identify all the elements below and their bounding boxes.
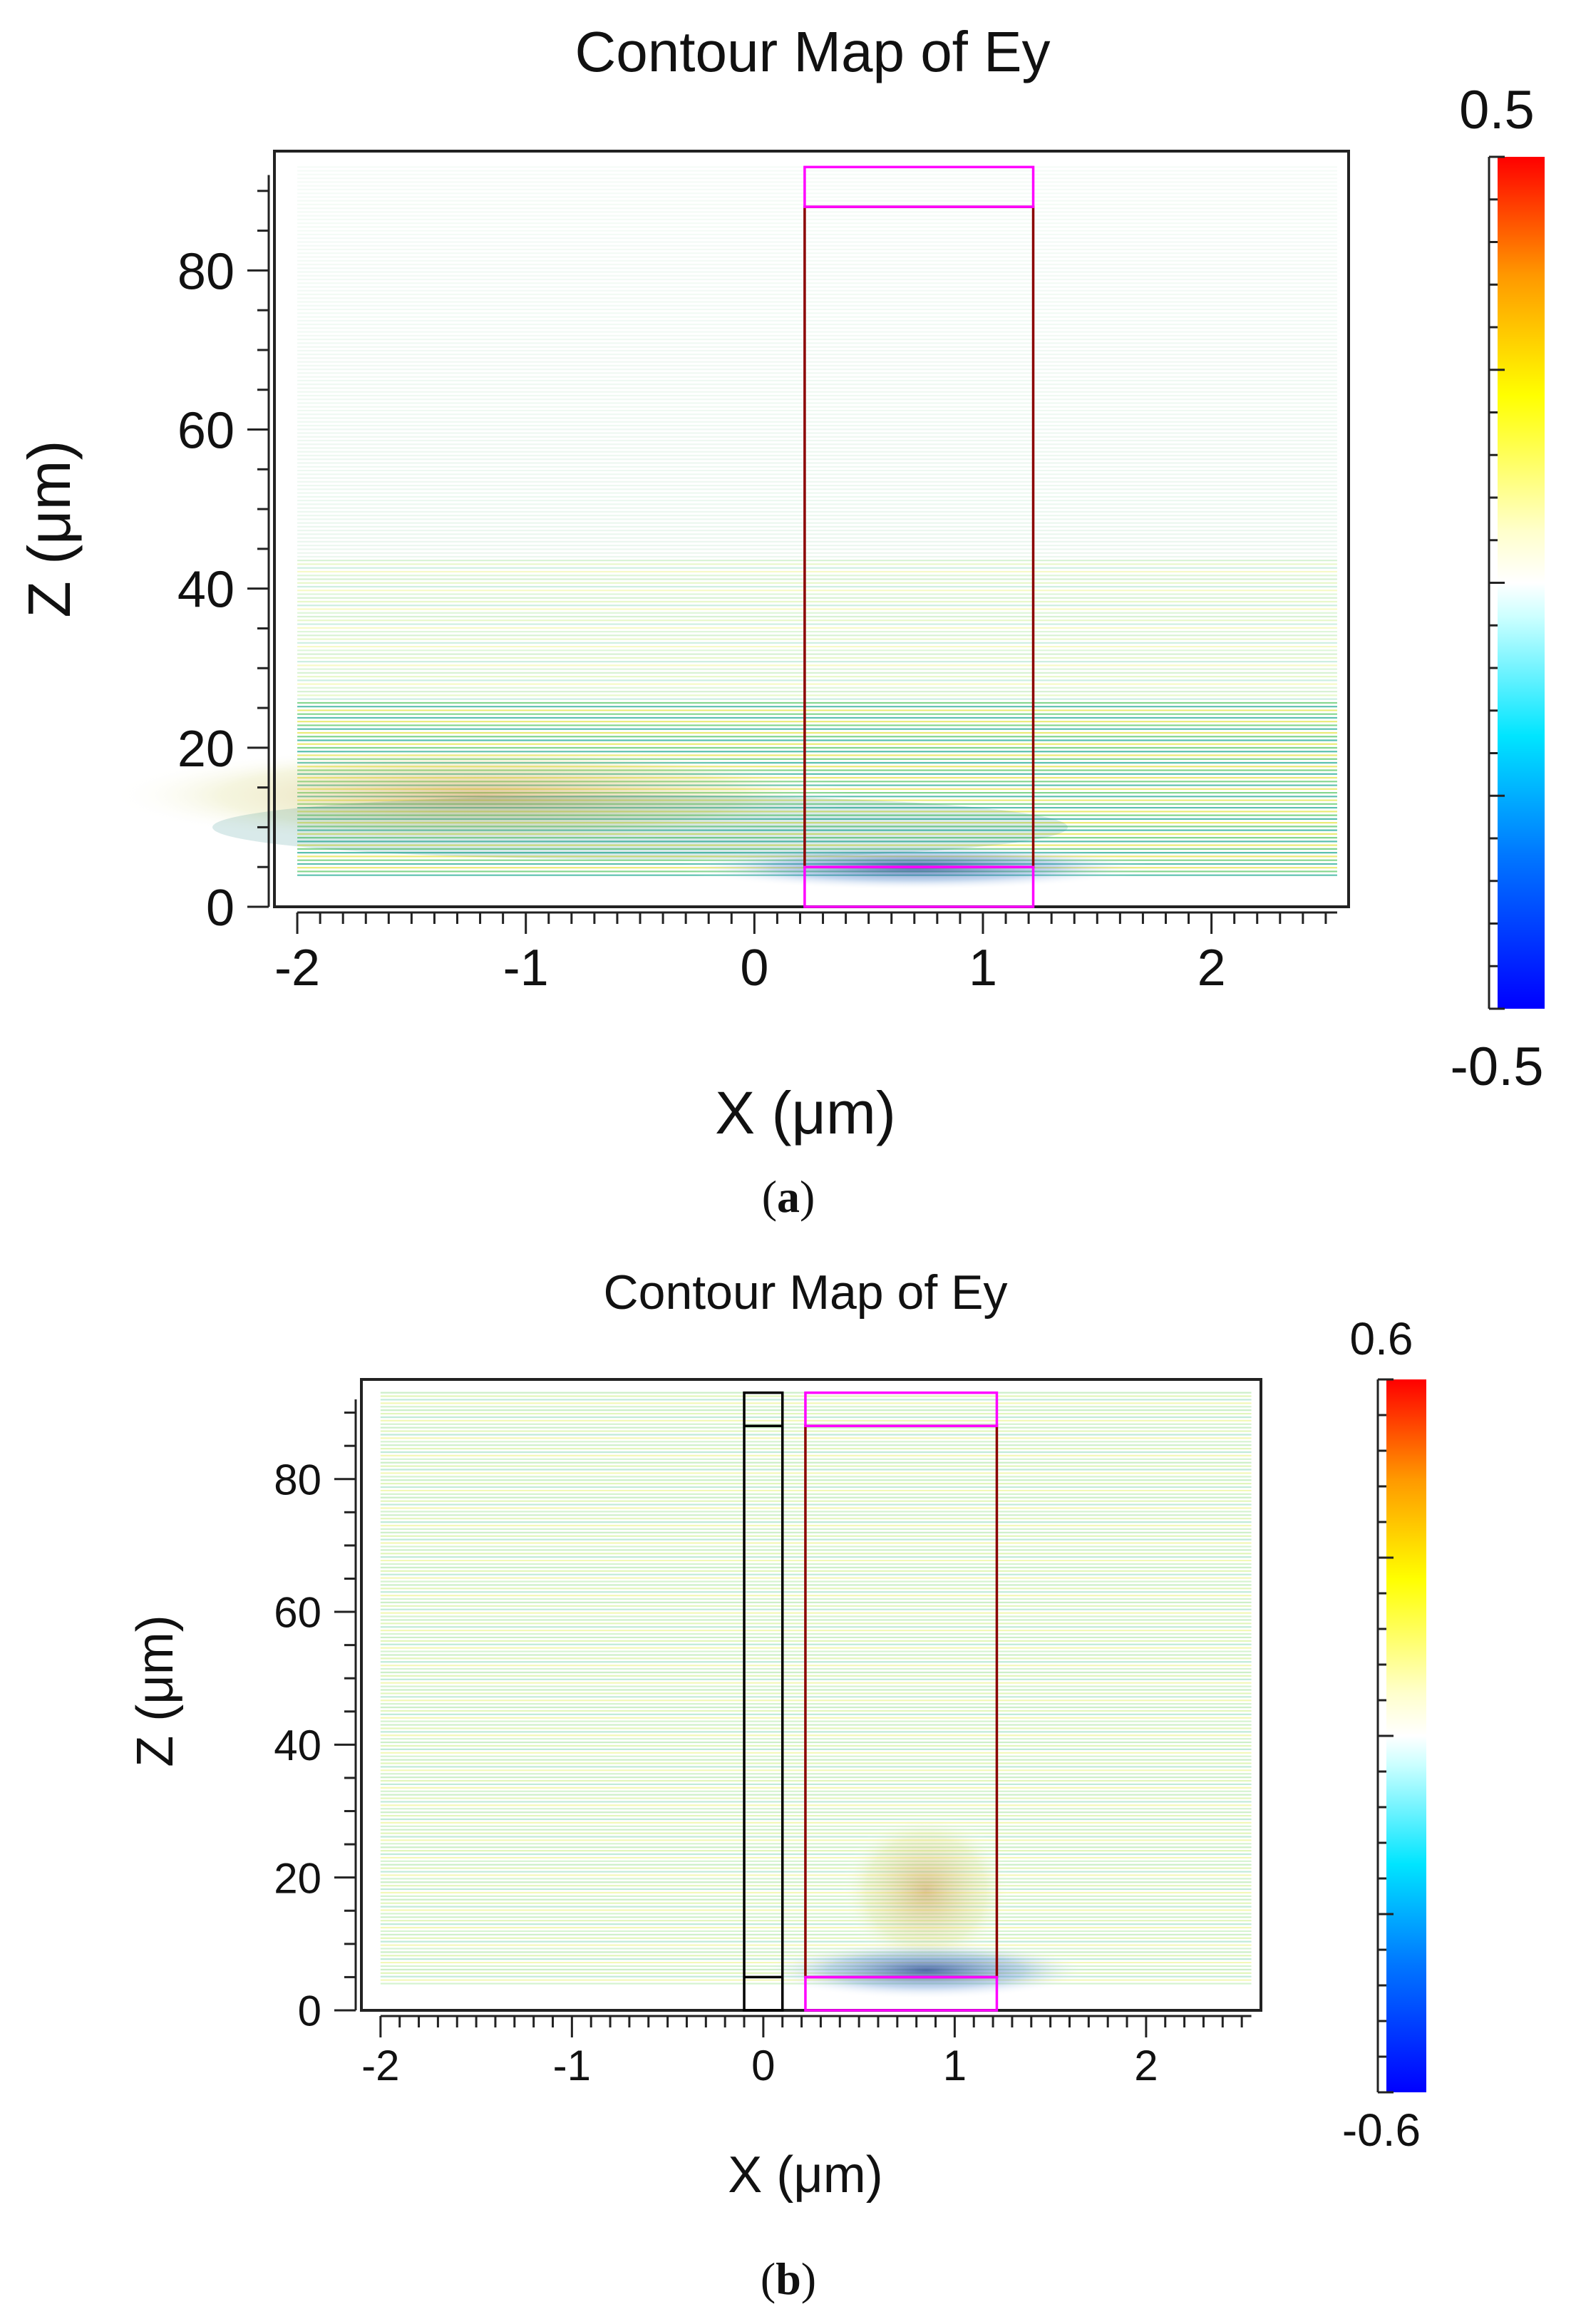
plot-frame [360,1378,1262,2012]
x-tick-label: 2 [1197,940,1226,997]
x-tick-label: 1 [943,2042,967,2089]
structure-bottom-layer [803,865,1035,908]
field-region-warm [109,745,851,845]
y-tick-label: 40 [274,1722,321,1769]
y-tick-label: 0 [206,880,235,937]
colorbar-min-label: -0.5 [1451,1037,1544,1097]
colorbar-axis [1488,155,1505,1010]
structure-top-layer [804,1391,999,1427]
y-tick-label: 20 [177,721,235,778]
panel-label: (b) [761,2253,816,2304]
field-region [212,795,1068,860]
y-tick-label: 60 [177,402,235,459]
x-tick-label: 0 [740,940,768,997]
x-tick-label: 0 [751,2042,775,2089]
field-map [109,166,1337,890]
x-tick-label: 2 [1134,2042,1158,2089]
y-tick-label: 20 [274,1854,321,1902]
field-region-cold [762,1942,1091,2000]
structure-top-layer [803,165,1035,208]
colorbar-max-label: 0.6 [1350,1313,1413,1364]
structure-outlines [803,165,1035,908]
structure-left-waveguide [743,1391,784,2012]
field-map [380,1392,1252,2000]
y-tick-label: 40 [177,562,235,619]
x-tick-label: -1 [553,2042,591,2089]
structure-outlines [743,1391,999,2012]
y-tick-label: 80 [177,243,235,300]
structure-bottom-layer [804,1975,999,2012]
x-axis-label: X (μm) [715,1079,896,1146]
y-axis-label: Z (μm) [127,1615,184,1767]
colorbar-min-label: -0.6 [1342,2104,1421,2156]
y-tick-label: 80 [274,1456,321,1503]
colorbar [1498,157,1545,1009]
chart-title: Contour Map of Ey [604,1265,1008,1320]
x-tick-label: -2 [361,2042,399,2089]
colorbar-max-label: 0.5 [1459,80,1535,140]
panel-label: (a) [762,1171,815,1222]
x-tick-label: 1 [969,940,997,997]
y-tick-label: 60 [274,1589,321,1637]
x-tick-label: -2 [274,940,320,997]
field-region-warm [840,1812,1012,1970]
y-axis-label: Z (μm) [16,441,83,618]
x-axis-label: X (μm) [728,2146,882,2204]
colorbar-axis [1376,1378,1394,2094]
chart-title: Contour Map of Ey [575,20,1051,83]
x-tick-label: -1 [503,940,549,997]
y-tick-label: 0 [298,1988,321,2035]
